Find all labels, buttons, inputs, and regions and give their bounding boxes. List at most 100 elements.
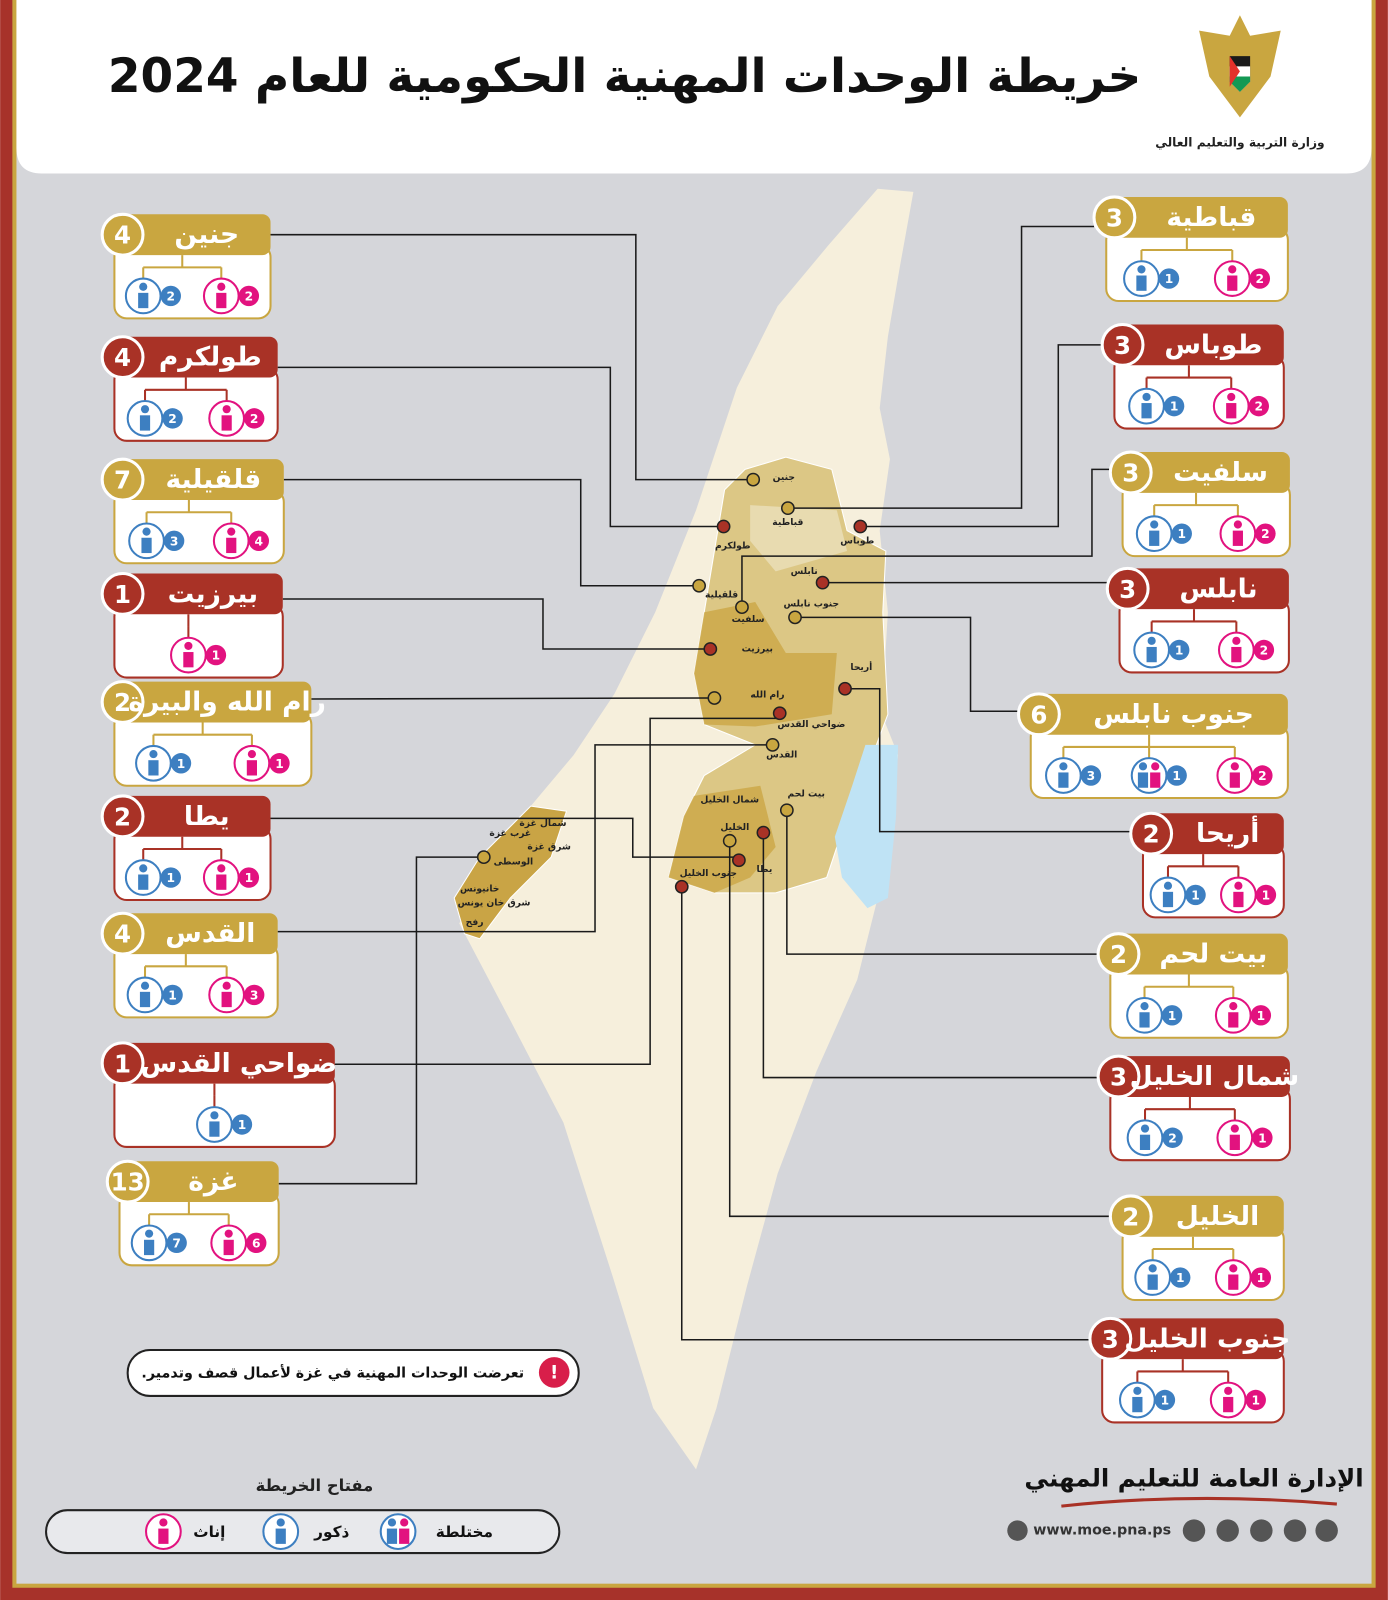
figure-body <box>141 537 152 554</box>
card-header <box>1117 568 1289 610</box>
district-name: جنوب الخليل <box>1124 1323 1290 1354</box>
count: 1 <box>275 757 284 771</box>
total-circle <box>1108 1194 1153 1239</box>
count-badge <box>244 408 265 429</box>
district-name: جنين <box>174 219 239 250</box>
figure-body <box>1149 530 1160 546</box>
figure-body <box>1228 1012 1239 1028</box>
map-label: شرق خان يونس <box>458 898 531 909</box>
count-badge <box>1158 268 1180 289</box>
count-badge <box>231 1114 253 1135</box>
figure-head <box>1227 392 1236 402</box>
total: 2 <box>1143 820 1160 849</box>
district-name: الخليل <box>1176 1201 1259 1232</box>
count-badge <box>246 1232 267 1254</box>
figure-body <box>1141 403 1152 419</box>
map-dot <box>692 578 706 593</box>
map-label: جنوب الخليل <box>680 868 737 879</box>
figure-body <box>221 415 232 431</box>
figure-head <box>222 981 231 990</box>
card-header <box>117 1161 279 1203</box>
total-circle <box>100 911 145 956</box>
count: 1 <box>238 1118 247 1132</box>
count-badge <box>1250 1267 1272 1288</box>
figure-head <box>140 981 150 990</box>
district-name: بيت لحم <box>1159 939 1267 970</box>
card-header <box>112 795 271 837</box>
district-card: 1 بيرزيت 1 <box>100 571 284 679</box>
count: 1 <box>245 871 254 885</box>
figure-head <box>139 864 148 873</box>
figure-body <box>139 415 151 431</box>
count: 1 <box>1168 1009 1177 1023</box>
map-label: الوسطى <box>494 857 534 868</box>
map-label: قلقيلية <box>705 589 738 600</box>
connector <box>680 886 1090 1341</box>
legend-title: مفتاح الخريطة <box>256 1476 374 1495</box>
total-circle <box>1096 1054 1141 1099</box>
count-badge <box>205 644 227 666</box>
figure-head <box>247 750 256 759</box>
figure-head <box>210 1111 219 1120</box>
count: 2 <box>1261 527 1270 541</box>
region-shade <box>750 505 848 572</box>
connector <box>278 856 484 1185</box>
count-badge <box>1255 884 1277 906</box>
count: 1 <box>1257 1271 1266 1285</box>
region-shade <box>668 785 776 893</box>
connector <box>311 697 715 700</box>
district-name: القدس <box>165 918 255 949</box>
figure-body <box>1233 891 1244 908</box>
count: 1 <box>167 871 176 885</box>
count-badge <box>1255 523 1276 544</box>
connector <box>277 366 724 528</box>
district-card: 7 قلقيلية 3 4 <box>100 457 285 565</box>
map-dot <box>722 833 737 848</box>
district-name: يطا <box>184 801 230 832</box>
map-dot <box>765 738 780 752</box>
figure-body <box>1132 1396 1143 1413</box>
count-badge <box>1080 765 1102 786</box>
total: 2 <box>1110 940 1127 969</box>
connector <box>741 468 1111 608</box>
card-header <box>1104 196 1288 238</box>
count: 2 <box>245 289 254 303</box>
figure-head <box>1234 881 1243 890</box>
map-dot <box>853 519 868 534</box>
count-badge <box>1162 1127 1183 1148</box>
count-badge <box>1248 395 1269 417</box>
connector <box>728 840 1111 1218</box>
figure-body <box>1150 772 1161 788</box>
note: تعرضت الوحدات المهنية في غزة لأعمال قصف … <box>141 1363 524 1381</box>
map-label: شرق غزة <box>527 841 571 852</box>
total: 3 <box>1114 331 1131 360</box>
figure-body <box>1147 1274 1158 1290</box>
count: 3 <box>1087 769 1096 783</box>
figure-head <box>1142 392 1151 402</box>
figure-body <box>209 1121 220 1137</box>
count: 1 <box>1258 1131 1267 1145</box>
count-badge <box>1154 1389 1176 1411</box>
map-label: القدس <box>766 750 797 761</box>
figure-head <box>140 405 150 414</box>
count: 1 <box>1257 1009 1266 1023</box>
district-card: 3 نابلس 1 2 <box>1105 566 1290 674</box>
count: 2 <box>1258 769 1267 783</box>
total: 4 <box>114 920 131 949</box>
district-name: سلفيت <box>1173 457 1268 488</box>
figure-body <box>1136 275 1147 291</box>
count: 4 <box>255 534 264 548</box>
district-card: 4 طولكرم 2 2 <box>100 335 279 442</box>
map-dot <box>703 642 718 656</box>
map-label: طولكرم <box>715 540 751 551</box>
figure-head <box>400 1518 409 1527</box>
total-circle <box>1096 932 1141 977</box>
title: خريطة الوحدات المهنية الحكومية للعام 202… <box>108 49 1141 104</box>
figure-body <box>138 292 149 309</box>
count: 1 <box>212 649 221 663</box>
total-circle <box>1092 195 1137 240</box>
figure-body <box>246 760 258 776</box>
header-panel <box>16 0 1372 174</box>
legend-female: إناث <box>193 1523 225 1541</box>
